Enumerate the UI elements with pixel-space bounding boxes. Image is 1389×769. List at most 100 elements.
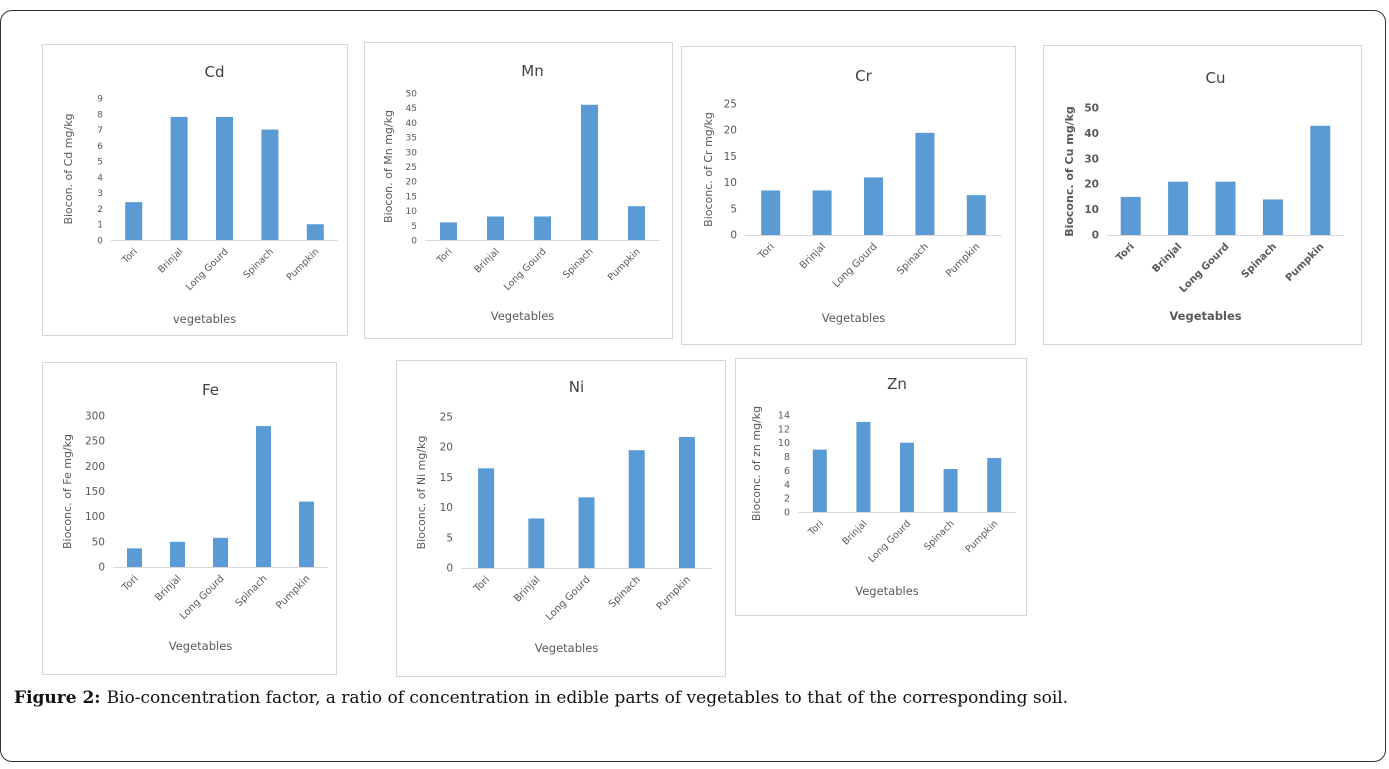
y-tick-label: 3 [97,189,103,199]
bar-long-gourd [534,216,551,240]
x-tick-label: Tori [120,573,141,594]
x-tick-label: Pumpkin [274,573,312,611]
x-axis-title: Vegetables [491,309,555,323]
x-axis-title: Vegetables [1169,309,1241,323]
x-tick-label: Brinjal [156,246,185,275]
x-tick-label: Spinach [234,573,270,609]
y-tick-label: 0 [411,237,417,247]
bar-spinach [943,469,958,512]
y-tick-label: 5 [730,203,737,215]
x-tick-label: Pumpkin [944,241,982,279]
chart-panel-cr: Cr 0 5 10 15 20 25 Tori Brinjal Long Gourd Spinach… [681,46,1016,345]
y-tick-label: 9 [97,95,103,105]
y-tick-label: 6 [97,142,103,152]
chart-panel-cu: Cu 0 10 20 30 40 50 Tori Brinjal Long Gourd Spinac… [1043,45,1362,345]
bar-brinjal [487,216,504,240]
chart-title: Ni [569,378,584,396]
chart-title: Cu [1206,69,1226,87]
x-tick-label: Long Gourd [502,246,549,293]
y-tick-label: 10 [724,177,737,189]
x-tick-label: Long Gourd [1178,241,1232,295]
y-tick-label: 10 [440,502,453,514]
y-tick-label: 5 [97,158,103,168]
chart-svg-ni: Ni 0 5 10 15 20 25 Tori Brinjal Long Gourd Spinach… [415,378,712,655]
bar-long-gourd [213,537,228,567]
x-tick-label: Pumpkin [285,246,322,283]
bar-brinjal [170,541,185,567]
bar-spinach [915,132,935,235]
y-tick-label: 15 [440,472,453,484]
y-tick-label: 35 [406,134,417,144]
x-tick-label: Long Gourd [178,573,227,622]
bar-spinach [628,450,645,568]
y-tick-label: 12 [778,424,790,435]
y-tick-label: 0 [98,562,105,574]
x-axis-title: Vegetables [535,641,599,655]
x-tick-label: Brinjal [472,246,501,275]
bar-brinjal [1168,181,1189,235]
y-tick-label: 300 [85,411,105,423]
x-tick-label: Long Gourd [866,518,913,565]
y-axis-title: Biocon. of Cd mg/kg [62,113,75,224]
y-axis-title: Bioconc. of Cr mg/kg [702,112,715,227]
figure-frame [0,10,1386,762]
y-tick-label: 25 [440,412,453,424]
x-tick-label: Spinach [561,246,596,281]
y-tick-label: 15 [724,151,737,163]
y-tick-label: 50 [406,90,418,100]
chart-panel-mn: Mn 0 5 10 15 20 25 30 35 40 45 50 Tori Brinjal Long Go… [364,42,673,339]
bar-spinach [581,104,598,240]
chart-title: Fe [202,381,219,399]
y-tick-label: 40 [406,119,418,129]
y-tick-label: 7 [97,126,103,136]
y-tick-label: 0 [446,563,453,575]
bar-spinach [261,129,279,240]
x-axis-title: Vegetables [822,311,886,325]
x-tick-label: Long Gourd [544,574,593,623]
bar-brinjal [170,116,188,240]
x-tick-label: Pumpkin [1284,241,1327,284]
bar-tori [478,468,495,568]
y-tick-label: 5 [446,532,453,544]
chart-svg-mn: Mn 0 5 10 15 20 25 30 35 40 45 50 Tori Brinjal Long Go… [382,62,660,323]
bar-long-gourd [578,497,595,568]
y-tick-label: 2 [97,205,103,215]
y-tick-label: 2 [784,494,790,505]
y-tick-label: 20 [724,125,737,137]
y-tick-label: 4 [97,173,103,183]
y-tick-label: 250 [85,436,105,448]
bar-pumpkin [966,195,986,235]
y-tick-label: 20 [406,178,418,188]
x-tick-label: Spinach [895,241,931,277]
chart-svg-cr: Cr 0 5 10 15 20 25 Tori Brinjal Long Gourd Spinach… [702,67,1002,325]
x-tick-label: Brinjal [1150,241,1184,275]
y-tick-label: 25 [406,163,417,173]
x-axis-title: Vegetables [855,584,919,598]
x-tick-label: Tori [471,574,492,595]
bar-pumpkin [306,224,324,240]
x-tick-label: Tori [756,241,777,262]
bar-pumpkin [678,436,695,568]
bar-long-gourd [864,177,883,235]
bar-pumpkin [987,457,1002,512]
y-tick-label: 20 [1084,179,1099,191]
y-axis-title: Bioconc. of Fe mg/kg [61,434,74,549]
bar-tori [761,190,781,235]
y-tick-label: 5 [411,222,417,232]
x-tick-label: Pumpkin [606,246,643,283]
figure-caption: Figure 2: Bio-concentration factor, a rat… [14,688,1068,708]
x-tick-label: Long Gourd [831,241,880,290]
y-tick-label: 0 [730,230,737,242]
y-tick-label: 30 [1084,153,1099,165]
y-tick-label: 6 [784,466,790,477]
bar-spinach [256,426,271,567]
y-tick-label: 4 [784,480,790,491]
y-tick-label: 1 [97,221,103,231]
chart-panel-zn: Zn 0 2 4 6 8 10 12 14 Tori Brinjal Long Gourd Spinac… [735,358,1027,616]
x-axis-title: Vegetables [169,639,233,653]
bar-brinjal [856,421,871,512]
x-tick-label: Tori [806,518,826,538]
x-tick-label: Brinjal [840,518,869,547]
